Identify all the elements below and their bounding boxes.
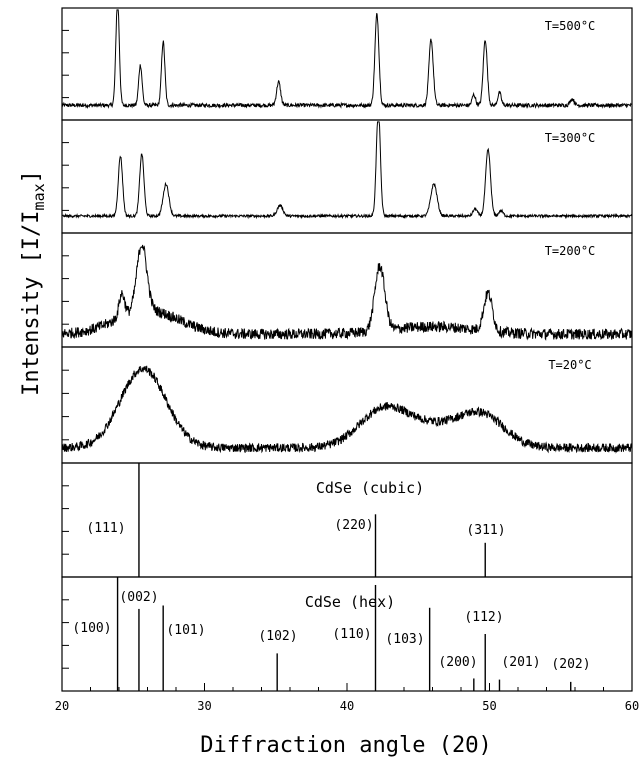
- series-line-2: [61, 121, 633, 220]
- reference-line-label: (220): [334, 518, 373, 533]
- reference-line-label: (100): [72, 621, 111, 636]
- x-axis: 20 30 40 50 60: [55, 683, 639, 713]
- series-label-3: T=200°C: [545, 244, 596, 258]
- series-line-4: [61, 365, 633, 454]
- series-label-4: T=20°C: [548, 358, 591, 372]
- reference-line-label: (202): [551, 657, 590, 672]
- reference-line-label: (200): [438, 655, 477, 670]
- x-tick-label: 20: [55, 699, 69, 713]
- series-line-1: [61, 9, 633, 110]
- reference-line-label: (002): [119, 590, 158, 605]
- x-tick-label: 40: [340, 699, 354, 713]
- y-axis-title-main: Intensity [I/I: [19, 210, 44, 395]
- reference-title-2: CdSe (hex): [305, 593, 395, 611]
- y-axis-title-sub: max: [30, 183, 48, 210]
- y-axis-title: Intensity [I/Imax]: [19, 170, 48, 396]
- reference-line-label: (101): [166, 623, 205, 638]
- series-line-3: [61, 244, 633, 341]
- panels-layer: T=500°C T=300°C T=200°C T=20°C CdSe (cubic) (…: [61, 7, 633, 692]
- reference-line-label: (111): [86, 521, 125, 536]
- reference-line-label: (103): [385, 632, 424, 647]
- reference-line-label: (102): [258, 629, 297, 644]
- y-axis-title-end: ]: [19, 170, 44, 183]
- x-tick-label: 60: [625, 699, 639, 713]
- x-axis-title: Diffraction angle (2Θ): [200, 733, 491, 758]
- reference-line-label: (201): [501, 655, 540, 670]
- x-tick-label: 50: [482, 699, 496, 713]
- reference-line-label: (112): [464, 610, 503, 625]
- x-tick-label: 30: [197, 699, 211, 713]
- reference-title-1: CdSe (cubic): [316, 479, 424, 497]
- reference-line-label: (110): [332, 627, 371, 642]
- series-label-1: T=500°C: [545, 19, 596, 33]
- reference-line-label: (311): [466, 523, 505, 538]
- series-label-2: T=300°C: [545, 131, 596, 145]
